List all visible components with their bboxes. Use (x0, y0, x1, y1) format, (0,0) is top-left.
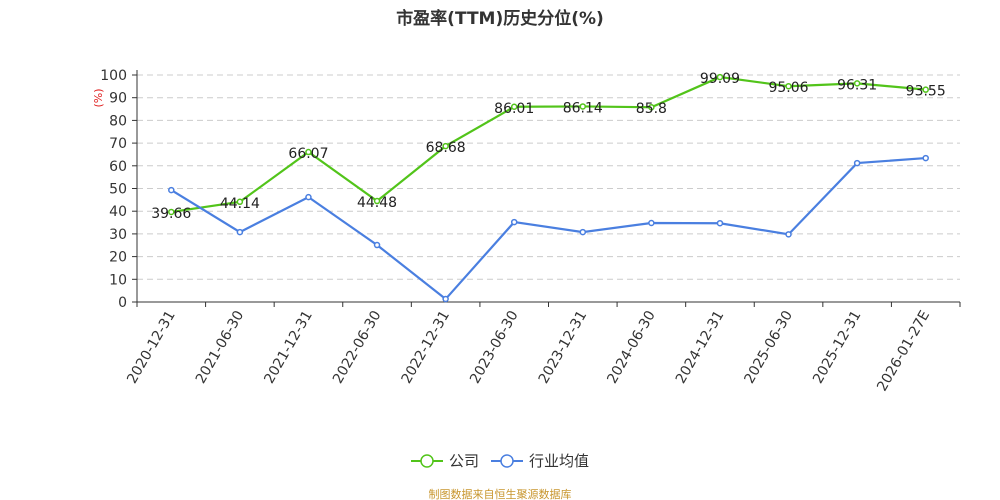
legend-item[interactable]: 公司 (410, 450, 479, 471)
series-line-1 (170, 156, 926, 301)
y-tick-label: 60 (109, 159, 127, 175)
data-label: 44.14 (220, 196, 260, 212)
data-label: 68.68 (426, 140, 466, 156)
legend-label: 行业均值 (529, 452, 590, 470)
x-tick-label: 2024-06-30 (604, 308, 659, 386)
legend-marker-icon (410, 453, 443, 468)
data-point (442, 142, 449, 150)
data-point (236, 198, 244, 206)
x-tick-label: 2021-12-31 (261, 308, 316, 386)
y-tick-label: 10 (109, 272, 127, 288)
y-tick-label: 40 (109, 204, 127, 220)
data-point (510, 218, 518, 226)
data-point (922, 154, 929, 162)
data-point (168, 186, 175, 194)
data-point (579, 228, 587, 236)
data-point (442, 295, 449, 303)
data-label: 66.07 (288, 146, 328, 162)
data-label: 86.14 (563, 100, 603, 116)
data-point (785, 231, 792, 238)
data-point (168, 208, 175, 216)
x-tick-label: 2021-06-30 (193, 308, 248, 386)
data-label: 99.09 (700, 71, 740, 87)
y-tick-label: 90 (109, 91, 127, 107)
x-tick-label: 2023-12-31 (536, 308, 591, 386)
data-label: 44.48 (357, 195, 397, 211)
data-point (716, 73, 724, 81)
data-label: 93.55 (906, 84, 946, 100)
source-note: 制图数据来自恒生聚源数据库 (428, 488, 572, 500)
data-point (510, 103, 518, 111)
line-chart: 0 10 20 30 40 50 60 70 80 90 100 (%) 2020-12-31 2021-… (92, 68, 961, 394)
data-point (853, 159, 861, 167)
data-label: 96.31 (837, 77, 877, 93)
x-tick-label: 2024-12-31 (673, 308, 728, 386)
series-line-0 (171, 75, 926, 214)
data-point (853, 80, 861, 87)
y-tick-label: 100 (100, 68, 127, 84)
data-label: 95.06 (768, 80, 808, 96)
data-point (373, 241, 381, 249)
x-tick-label: 2025-06-30 (741, 308, 796, 386)
data-label: 85.8 (636, 101, 667, 117)
x-tick-label: 2023-06-30 (467, 308, 522, 386)
legend-item[interactable]: 行业均值 (491, 450, 589, 471)
data-point (373, 197, 381, 205)
data-point (648, 219, 655, 227)
data-point (579, 103, 587, 110)
x-tick-label: 2025-12-31 (810, 308, 865, 386)
x-tick-label: 2020-12-31 (124, 308, 179, 386)
x-tick-label: 2026-01-27E (874, 308, 933, 394)
data-point (716, 219, 724, 227)
data-point (648, 103, 655, 111)
data-point (785, 82, 792, 90)
x-tick-label: 2022-12-31 (399, 308, 454, 386)
data-label: 86.01 (494, 101, 534, 117)
y-tick-label: 70 (109, 136, 127, 152)
legend-label: 公司 (448, 452, 479, 470)
chart-title: 市盈率(TTM)历史分位(%) (396, 9, 604, 29)
y-tick-label: 50 (109, 182, 127, 198)
y-tick-label: 30 (109, 227, 127, 243)
y-tick-label: 20 (109, 250, 127, 266)
legend: 公司 行业均值 (0, 450, 1000, 473)
y-tick-label: 0 (118, 295, 127, 311)
data-label: 39.66 (151, 206, 191, 222)
y-tick-label: 80 (109, 113, 127, 129)
data-point (922, 86, 929, 93)
data-point (236, 228, 244, 236)
legend-marker-icon (491, 453, 523, 468)
data-point (305, 148, 312, 156)
data-point (305, 193, 312, 201)
y-axis-label: (%) (92, 88, 105, 107)
x-tick-label: 2022-06-30 (330, 308, 385, 386)
